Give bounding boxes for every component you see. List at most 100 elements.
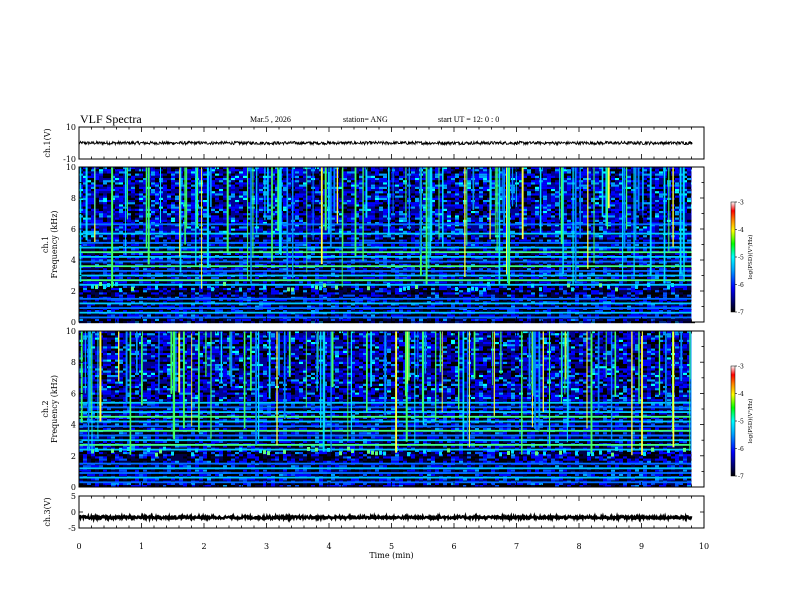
spectrogram-cell xyxy=(475,215,479,218)
spectrogram-cell xyxy=(615,217,619,220)
spectrogram-cell xyxy=(395,202,399,205)
spectrogram-cell xyxy=(351,211,355,214)
spectrogram-cell xyxy=(611,178,615,181)
spectrogram-cell xyxy=(411,169,415,172)
spectrogram-cell xyxy=(471,228,475,231)
spectrogram-cell xyxy=(95,213,99,216)
spectrogram-cell xyxy=(547,206,551,209)
spectrogram-cell xyxy=(195,226,199,229)
spectrogram-cell xyxy=(683,222,687,225)
spectrogram-cell xyxy=(187,222,191,225)
spectrogram-cell xyxy=(563,208,567,211)
spectrogram-cell xyxy=(175,197,179,200)
spectrogram-cell xyxy=(159,226,163,229)
spectrogram-cell xyxy=(475,197,479,200)
spectrogram-cell xyxy=(259,217,263,220)
spectrogram-cell xyxy=(603,175,607,178)
spectrogram-cell xyxy=(403,173,407,176)
spectrogram-cell xyxy=(627,191,631,194)
spectrogram-cell xyxy=(271,226,275,229)
spectrogram-cell xyxy=(143,208,147,211)
spectrogram-cell xyxy=(343,206,347,209)
spectrogram-cell xyxy=(651,228,655,231)
spectrogram-cell xyxy=(367,202,371,205)
spectrogram-cell xyxy=(259,213,263,216)
spectrogram-cell xyxy=(483,184,487,187)
spectrogram-cell xyxy=(187,178,191,181)
spectrogram-cell xyxy=(411,215,415,218)
spectrogram-cell xyxy=(375,195,379,198)
spectrogram-cell xyxy=(643,219,647,222)
spectrogram-cell xyxy=(331,213,335,216)
spectrogram-cell xyxy=(355,191,359,194)
spectrogram-cell xyxy=(655,173,659,176)
spectrogram-cell xyxy=(167,224,171,227)
spectrogram-cell xyxy=(683,189,687,192)
spectrogram-cell xyxy=(359,167,363,170)
spectrogram-cell xyxy=(187,226,191,229)
spectrogram-cell xyxy=(119,171,123,174)
spectrogram-cell xyxy=(299,222,303,225)
spectrogram-cell xyxy=(499,213,503,216)
spectrogram-cell xyxy=(315,167,319,170)
spectrogram-cell xyxy=(515,182,519,185)
spectrogram-cell xyxy=(611,191,615,194)
spectrogram-cell xyxy=(455,200,459,203)
spectrogram-cell xyxy=(343,180,347,183)
spectrogram-cell xyxy=(575,204,579,207)
spectrogram-cell xyxy=(447,224,451,227)
spectrogram-cell xyxy=(543,182,547,185)
spectrogram-cell xyxy=(587,173,591,176)
spectrogram-cell xyxy=(583,200,587,203)
spectrogram-cell xyxy=(575,211,579,214)
spectrogram-cell xyxy=(83,193,87,196)
spectrogram-cell xyxy=(191,180,195,183)
spectrogram-cell xyxy=(639,189,643,192)
spectrogram-cell xyxy=(395,235,399,238)
spectrogram-cell xyxy=(231,204,235,207)
spectrogram-cell xyxy=(451,175,455,178)
spectrogram-cell xyxy=(519,178,523,181)
spectrogram-cell xyxy=(299,169,303,172)
spectrogram-cell xyxy=(683,217,687,220)
spectrogram-cell xyxy=(267,182,271,185)
spectrogram-cell xyxy=(355,235,359,238)
spectrogram-cell xyxy=(583,173,587,176)
spectrogram-cell xyxy=(235,184,239,187)
spectrogram-cell xyxy=(315,235,319,238)
spectrogram-cell xyxy=(687,222,691,225)
spectrogram-cell xyxy=(275,228,279,231)
spectrogram-cell xyxy=(383,206,387,209)
spectrogram-cell xyxy=(379,204,383,207)
spectrogram-cell xyxy=(687,182,691,185)
spectrogram-cell xyxy=(259,180,263,183)
spectrogram-cell xyxy=(199,178,203,181)
spectrogram-cell xyxy=(611,182,615,185)
spectrogram-cell xyxy=(211,189,215,192)
spectrogram-cell xyxy=(439,226,443,229)
spectrogram-cell xyxy=(631,184,635,187)
spectrogram-cell xyxy=(83,213,87,216)
spectrogram-cell xyxy=(483,224,487,227)
spectrogram-cell xyxy=(199,193,203,196)
spectrogram-cell xyxy=(299,189,303,192)
spectrogram-cell xyxy=(479,189,483,192)
spectrogram-cell xyxy=(687,178,691,181)
spectrogram-cell xyxy=(175,171,179,174)
spectrogram-cell xyxy=(167,208,171,211)
spectrogram-cell xyxy=(127,186,131,189)
spectrogram-cell xyxy=(363,206,367,209)
spectrogram-cell xyxy=(247,182,251,185)
spectrogram-cell xyxy=(259,171,263,174)
spectrogram-cell xyxy=(131,180,135,183)
spectrogram-cell xyxy=(523,219,527,222)
spectrogram-cell xyxy=(343,197,347,200)
spectrogram-cell xyxy=(295,171,299,174)
spectrogram-cell xyxy=(259,206,263,209)
spectrogram-cell xyxy=(487,189,491,192)
spectrogram-cell xyxy=(163,197,167,200)
spectrogram-cell xyxy=(259,195,263,198)
spectrogram-cell xyxy=(127,180,131,183)
spectrogram-cell xyxy=(303,222,307,225)
spectrogram-cell xyxy=(483,169,487,172)
